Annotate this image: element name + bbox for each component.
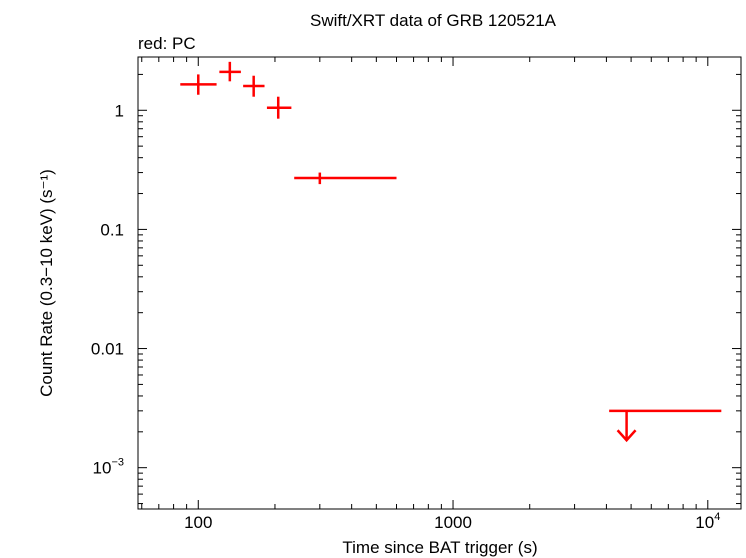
y-tick-label: 0.1 [100, 220, 124, 239]
y-tick-label: 10−3 [93, 457, 124, 478]
y-tick-label-text: 0.01 [91, 340, 124, 359]
data-point [180, 74, 217, 95]
y-tick-label-text: 10 [93, 459, 112, 478]
data-point [266, 96, 292, 119]
x-tick-label: 1000 [434, 513, 472, 532]
x-tick-label: 104 [695, 511, 720, 532]
upper-limit-arrow-head [616, 429, 637, 443]
data-point [243, 75, 265, 97]
x-tick-label-exponent: 4 [714, 511, 720, 523]
x-tick-label-text: 100 [184, 513, 212, 532]
upper-limit [609, 409, 722, 443]
y-tick-labels: 1 0.1 0.01 10−3 [91, 101, 124, 477]
y-tick-label-exponent: −3 [111, 457, 124, 469]
x-tick-label: 100 [184, 513, 212, 532]
data-point [219, 61, 241, 82]
y-axis-label: Count Rate (0.3−10 keV) (s⁻¹) [37, 169, 56, 397]
plot-frame [137, 56, 742, 510]
x-tick-labels: 100 1000 104 [184, 511, 720, 532]
y-tick-label: 0.01 [91, 340, 124, 359]
data-point [294, 172, 397, 185]
y-tick-label: 1 [115, 101, 124, 120]
y-tick-label-text: 0.1 [100, 220, 124, 239]
x-axis-label: Time since BAT trigger (s) [342, 538, 537, 557]
y-tick-label-text: 1 [115, 101, 124, 120]
data-marks [180, 61, 722, 443]
chart-title: Swift/XRT data of GRB 120521A [310, 11, 557, 30]
x-tick-label-text: 10 [695, 513, 714, 532]
x-tick-label-text: 1000 [434, 513, 472, 532]
axis-ticks [138, 57, 741, 509]
chart-subtitle: red: PC [138, 34, 196, 53]
